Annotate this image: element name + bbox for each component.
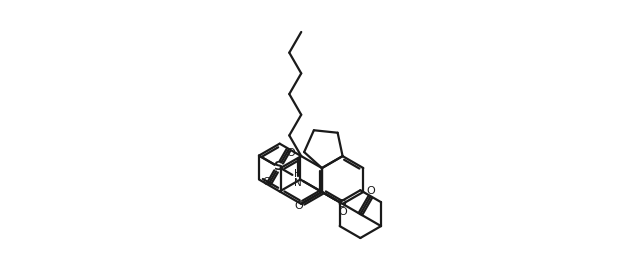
Text: O: O <box>286 148 295 158</box>
Text: O: O <box>366 186 374 196</box>
Text: O: O <box>338 199 346 209</box>
Text: O: O <box>294 201 303 211</box>
Text: S: S <box>274 160 284 173</box>
Text: O: O <box>338 207 347 217</box>
Text: H
N: H N <box>294 169 302 188</box>
Text: O: O <box>262 177 271 187</box>
